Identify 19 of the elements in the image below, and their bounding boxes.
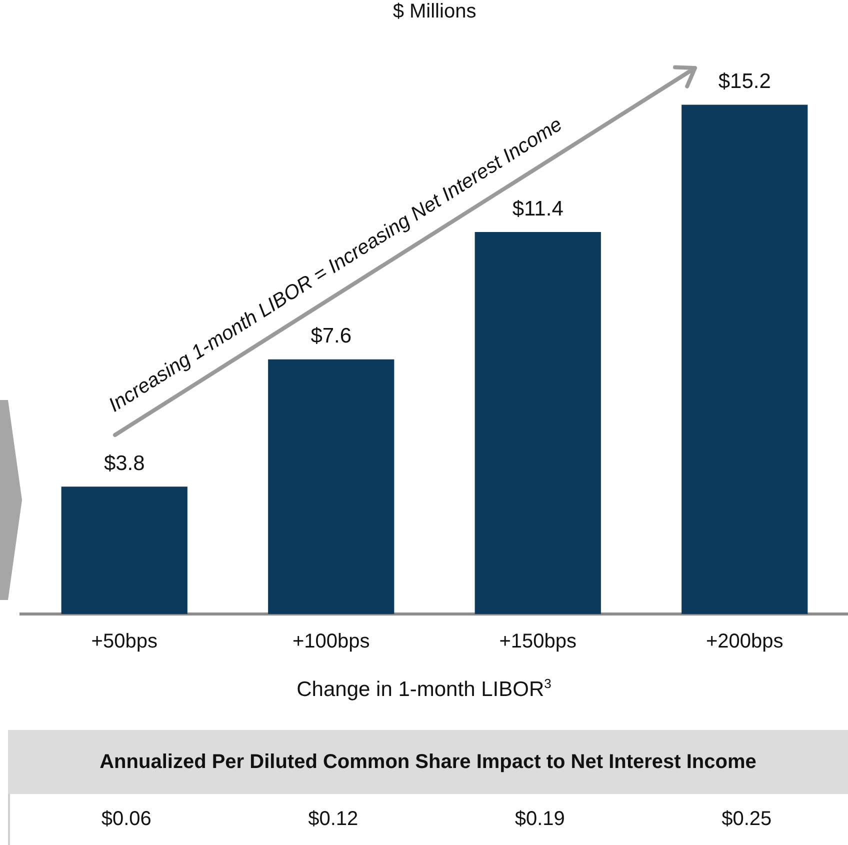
x-tick-label: +50bps — [91, 630, 158, 653]
bar — [474, 232, 601, 614]
bar — [682, 104, 808, 614]
bar — [268, 359, 394, 614]
x-tick-label: +100bps — [292, 630, 370, 653]
data-label: $11.4 — [512, 197, 564, 220]
data-label: $3.8 — [104, 452, 145, 475]
bar — [61, 486, 188, 614]
data-label: $7.6 — [310, 324, 352, 348]
chart-title: $ Millions — [392, 0, 476, 23]
x-tick-label: +150bps — [499, 630, 577, 653]
text: $0.25 — [722, 808, 772, 831]
x-tick-label: +200bps — [706, 630, 784, 653]
x-axis-title: Change in 1-month LIBOR$^{3}$ — [296, 676, 552, 702]
text: $0.12 — [308, 808, 358, 831]
data-label: $15.2 — [718, 70, 771, 94]
text: Annualized Per Diluted Common Share Impact to Net Interest Income — [8, 730, 848, 794]
text: $0.19 — [514, 808, 565, 831]
text: $0.06 — [101, 808, 152, 831]
